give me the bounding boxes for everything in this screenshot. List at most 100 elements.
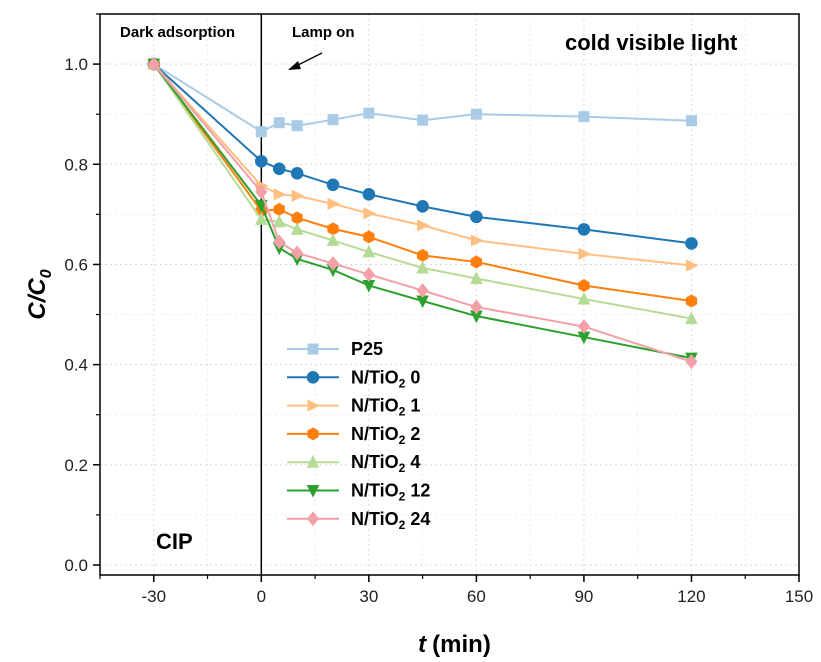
data-point bbox=[327, 197, 341, 210]
x-tick-label: -30 bbox=[141, 587, 166, 606]
legend-label-suffix: 12 bbox=[405, 481, 430, 501]
legend-item: P25 bbox=[287, 339, 383, 359]
data-point bbox=[255, 184, 268, 200]
data-point bbox=[272, 214, 286, 228]
series-line bbox=[152, 63, 692, 302]
x-tick-label: 0 bbox=[257, 587, 266, 606]
legend-label: N/TiO2 4 bbox=[351, 452, 420, 475]
data-point bbox=[416, 295, 429, 309]
data-point bbox=[273, 188, 287, 201]
data-point bbox=[578, 247, 592, 260]
legend-item: N/TiO2 0 bbox=[287, 367, 420, 390]
data-point bbox=[417, 219, 430, 232]
x-axis-title: t (min) bbox=[418, 631, 491, 658]
x-tick-label: 30 bbox=[359, 587, 378, 606]
legend-label-sub: 2 bbox=[399, 405, 406, 419]
data-point bbox=[291, 189, 305, 202]
legend-marker bbox=[306, 511, 320, 527]
lamp-on-arrowhead bbox=[288, 61, 301, 70]
legend-label-main: P25 bbox=[351, 339, 383, 359]
series-4 bbox=[147, 56, 698, 325]
legend-item: N/TiO2 4 bbox=[287, 452, 420, 475]
legend-label-sub: 2 bbox=[399, 461, 406, 475]
y-tick-label: 0.6 bbox=[64, 255, 88, 274]
legend-marker bbox=[307, 343, 319, 355]
data-point bbox=[470, 310, 483, 324]
data-point bbox=[470, 271, 483, 284]
data-point bbox=[470, 255, 483, 269]
y-axis-main: C/C bbox=[24, 278, 51, 320]
legend-marker bbox=[306, 371, 320, 384]
data-point bbox=[147, 56, 160, 72]
legend-label-suffix: 24 bbox=[405, 509, 430, 529]
compound-label: CIP bbox=[156, 529, 193, 554]
x-tick-label: 90 bbox=[574, 587, 593, 606]
y-axis-sub: 0 bbox=[38, 269, 55, 278]
data-point bbox=[577, 223, 591, 236]
legend-label: N/TiO2 0 bbox=[351, 367, 420, 390]
legend-label-sub: 2 bbox=[399, 376, 406, 390]
data-point bbox=[291, 245, 304, 261]
legend-label: N/TiO2 2 bbox=[351, 424, 420, 447]
legend-label-main: N/TiO bbox=[351, 509, 399, 529]
data-point bbox=[577, 291, 591, 305]
x-tick-label: 120 bbox=[677, 587, 705, 606]
x-tick-label: 60 bbox=[467, 587, 486, 606]
data-point bbox=[685, 354, 698, 370]
data-point bbox=[327, 222, 339, 236]
legend-label: P25 bbox=[351, 339, 383, 359]
data-point bbox=[327, 114, 339, 126]
data-point bbox=[470, 210, 483, 224]
data-point bbox=[363, 207, 376, 220]
legend-item: N/TiO2 24 bbox=[287, 509, 430, 532]
legend-label-suffix: 2 bbox=[405, 424, 420, 444]
data-point bbox=[416, 260, 429, 274]
data-point bbox=[363, 230, 375, 244]
data-point bbox=[290, 166, 304, 180]
data-point bbox=[685, 311, 698, 325]
legend-label-main: N/TiO bbox=[351, 452, 399, 472]
data-point bbox=[291, 211, 303, 225]
data-point bbox=[470, 108, 482, 120]
data-point bbox=[291, 120, 303, 132]
series-line bbox=[153, 63, 692, 363]
series-6 bbox=[147, 56, 698, 370]
data-point bbox=[577, 331, 591, 345]
series-1 bbox=[147, 57, 698, 250]
data-point bbox=[416, 200, 429, 213]
y-tick-label: 0.2 bbox=[64, 456, 88, 475]
data-point bbox=[362, 188, 376, 201]
legend-item: N/TiO2 2 bbox=[287, 424, 420, 447]
x-axis-unit: (min) bbox=[432, 631, 491, 658]
legend-marker bbox=[307, 427, 319, 441]
series-line bbox=[152, 63, 692, 360]
series-line bbox=[153, 63, 692, 133]
legend-label: N/TiO2 24 bbox=[351, 509, 430, 532]
y-tick-label: 0.0 bbox=[64, 556, 88, 575]
legend-marker bbox=[306, 485, 320, 498]
data-point bbox=[416, 283, 429, 298]
series-line bbox=[153, 63, 692, 245]
axis-ticks bbox=[93, 13, 800, 582]
y-tick-label: 0.8 bbox=[64, 155, 88, 174]
data-point bbox=[273, 234, 286, 250]
legend-label-suffix: 0 bbox=[405, 367, 420, 387]
data-point bbox=[578, 111, 590, 123]
data-point bbox=[685, 237, 698, 250]
data-point bbox=[363, 107, 375, 119]
legend-marker bbox=[306, 455, 320, 468]
series-line bbox=[153, 63, 692, 267]
data-point bbox=[326, 256, 340, 271]
x-tick-label: 150 bbox=[785, 587, 813, 606]
dark-adsorption-label: Dark adsorption bbox=[120, 24, 235, 41]
data-point bbox=[272, 162, 286, 176]
data-point bbox=[470, 299, 483, 315]
data-point bbox=[417, 114, 429, 126]
lamp-on-arrow bbox=[295, 52, 323, 67]
data-point bbox=[685, 294, 698, 308]
data-point bbox=[685, 259, 699, 272]
data-point bbox=[273, 202, 285, 216]
